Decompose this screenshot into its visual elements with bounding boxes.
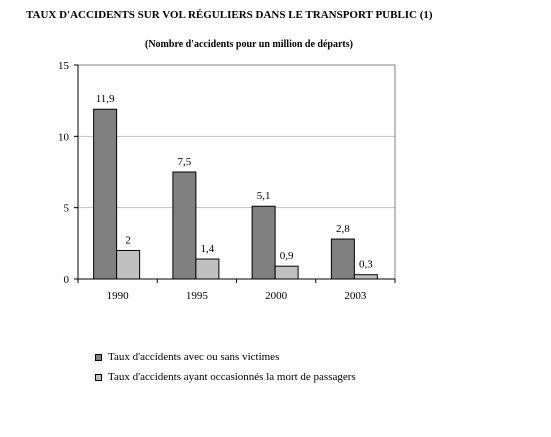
chart-title: TAUX D'ACCIDENTS SUR VOL RÉGULIERS DANS … — [26, 9, 433, 21]
data-label-series-2: 1,4 — [201, 243, 215, 255]
data-label-series-2: 0,9 — [280, 250, 294, 262]
x-tick-label: 2003 — [344, 290, 367, 302]
bar-series-2 — [116, 249, 141, 280]
legend-item-series-2: Taux d'accidents ayant occasionnés la mo… — [95, 370, 356, 384]
bar-series-1 — [251, 205, 276, 280]
bar-series-2 — [353, 274, 378, 280]
legend-label-series-1: Taux d'accidents avec ou sans victimes — [108, 351, 280, 363]
bar-series-1 — [172, 171, 197, 280]
legend-swatch-series-2 — [95, 373, 102, 381]
data-label-series-1: 7,5 — [178, 156, 192, 168]
bar-series-2 — [195, 258, 220, 280]
y-tick-label: 10 — [58, 131, 70, 143]
legend-swatch-series-1 — [95, 353, 102, 361]
data-label-series-1: 11,9 — [96, 93, 115, 105]
bar-series-1 — [93, 108, 118, 280]
legend-label-series-2: Taux d'accidents ayant occasionnés la mo… — [108, 371, 356, 383]
chart-subtitle: (Nombre d'accidents pour un million de d… — [145, 39, 353, 50]
bar-series-2 — [274, 265, 299, 280]
y-tick-label: 15 — [58, 60, 70, 72]
data-label-series-1: 5,1 — [257, 190, 271, 202]
x-tick-label: 2000 — [265, 290, 288, 302]
x-tick-label: 1995 — [186, 290, 209, 302]
bar-series-1 — [330, 238, 355, 280]
data-label-series-1: 2,8 — [336, 223, 350, 235]
y-tick-label: 0 — [64, 274, 70, 286]
legend-item-series-1: Taux d'accidents avec ou sans victimes — [95, 350, 356, 364]
y-tick-label: 5 — [64, 203, 70, 215]
data-label-series-2: 2 — [125, 234, 131, 246]
x-tick-label: 1990 — [107, 290, 130, 302]
data-label-series-2: 0,3 — [359, 259, 373, 271]
legend: Taux d'accidents avec ou sans victimes T… — [95, 350, 356, 390]
